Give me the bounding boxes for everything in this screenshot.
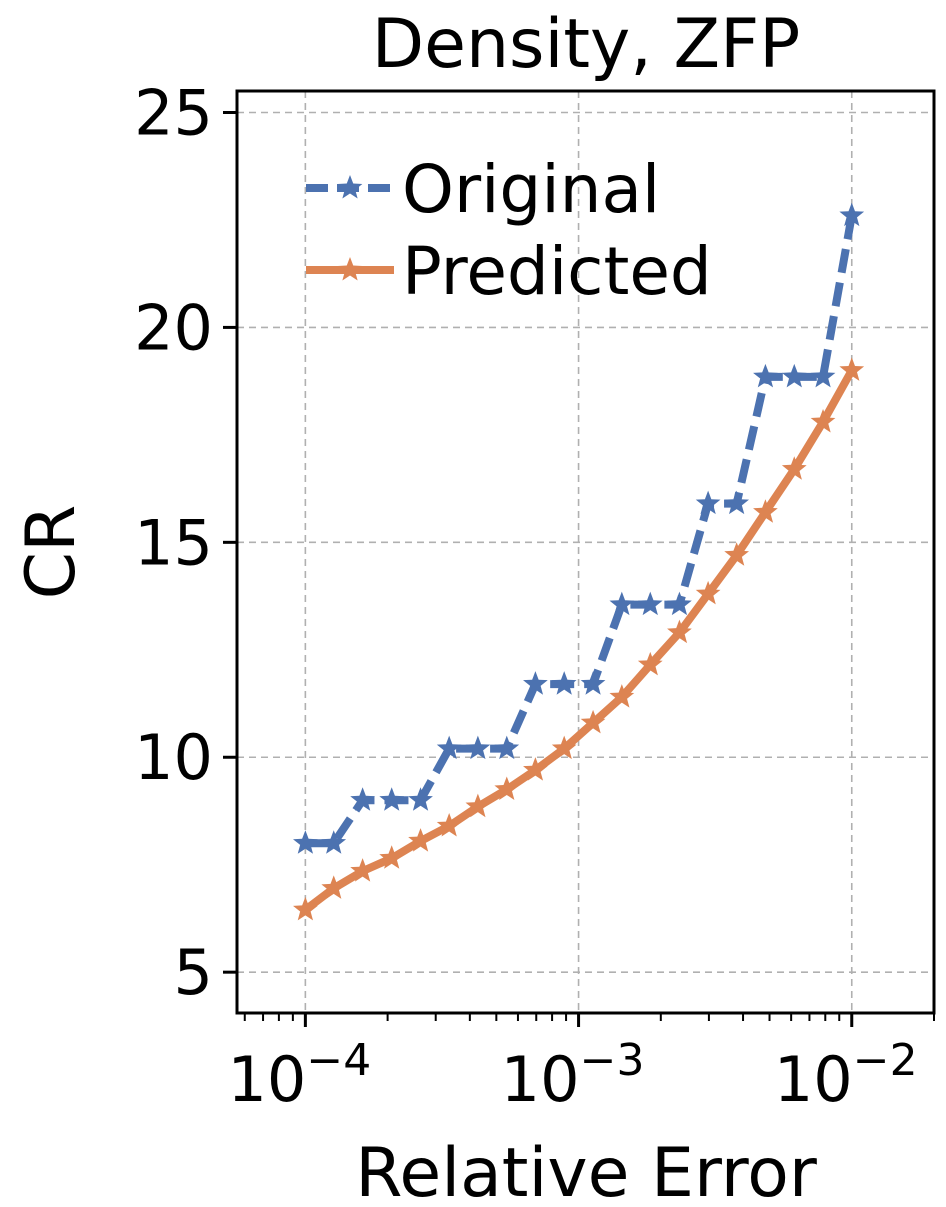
data-point-original <box>695 490 721 515</box>
x-tick-label-1: 10−3 <box>501 1035 645 1116</box>
y-tick-label-25: 25 <box>134 76 213 149</box>
data-point-original <box>839 202 865 227</box>
data-point-original <box>436 735 462 760</box>
x-tick-label-0: 10−4 <box>227 1035 371 1116</box>
series-original <box>293 202 865 854</box>
data-point-original <box>494 735 520 760</box>
y-tick-label-20: 20 <box>134 291 213 364</box>
data-point-original <box>293 830 318 854</box>
data-point-predicted <box>379 845 405 869</box>
legend-marker-predicted <box>337 257 363 281</box>
data-point-original <box>724 490 750 515</box>
data-point-original <box>753 363 778 388</box>
y-axis-label: CR <box>12 505 91 600</box>
data-point-original <box>551 671 577 695</box>
chart-title: Density, ZFP <box>372 5 800 84</box>
data-point-predicted <box>465 793 491 818</box>
data-point-predicted <box>293 896 318 921</box>
data-point-predicted <box>350 858 375 882</box>
data-point-predicted <box>436 813 462 837</box>
series-predicted <box>293 357 865 921</box>
legend-label-predicted: Predicted <box>402 233 712 310</box>
data-point-original <box>379 787 405 811</box>
data-point-predicted <box>523 757 548 781</box>
data-point-predicted <box>695 580 721 605</box>
data-point-predicted <box>609 684 635 708</box>
data-point-original <box>523 671 548 695</box>
data-point-original <box>667 591 692 616</box>
data-point-predicted <box>667 619 692 644</box>
legend: Original Predicted <box>306 151 712 310</box>
data-point-original <box>609 591 635 616</box>
data-point-predicted <box>724 542 750 566</box>
data-point-original <box>781 363 807 388</box>
grid <box>237 91 934 1013</box>
plot-series <box>293 202 865 921</box>
data-point-original <box>637 591 663 616</box>
data-point-predicted <box>753 499 778 523</box>
data-point-original <box>465 735 491 760</box>
x-axis-label: Relative Error <box>355 1134 817 1207</box>
data-point-predicted <box>637 651 663 676</box>
data-point-original <box>580 671 606 695</box>
y-tick-label-5: 5 <box>174 936 213 1009</box>
data-point-original <box>321 830 347 854</box>
data-point-predicted <box>580 709 606 734</box>
x-tick-label-2: 10−2 <box>774 1035 918 1116</box>
legend-label-original: Original <box>402 151 660 228</box>
y-tick-label-15: 15 <box>134 506 213 579</box>
y-tick-label-10: 10 <box>134 721 213 794</box>
data-point-predicted <box>839 357 865 381</box>
axis-ticks <box>223 110 935 1027</box>
data-point-predicted <box>781 456 807 480</box>
plot-frame <box>235 89 936 1015</box>
data-point-predicted <box>408 828 433 852</box>
data-point-predicted <box>810 408 836 433</box>
data-point-original <box>810 363 836 388</box>
data-point-original <box>350 787 375 811</box>
data-point-original <box>408 787 433 811</box>
data-point-predicted <box>494 776 520 800</box>
data-point-predicted <box>321 875 347 899</box>
legend-marker-original <box>337 175 363 199</box>
data-point-predicted <box>551 735 577 760</box>
